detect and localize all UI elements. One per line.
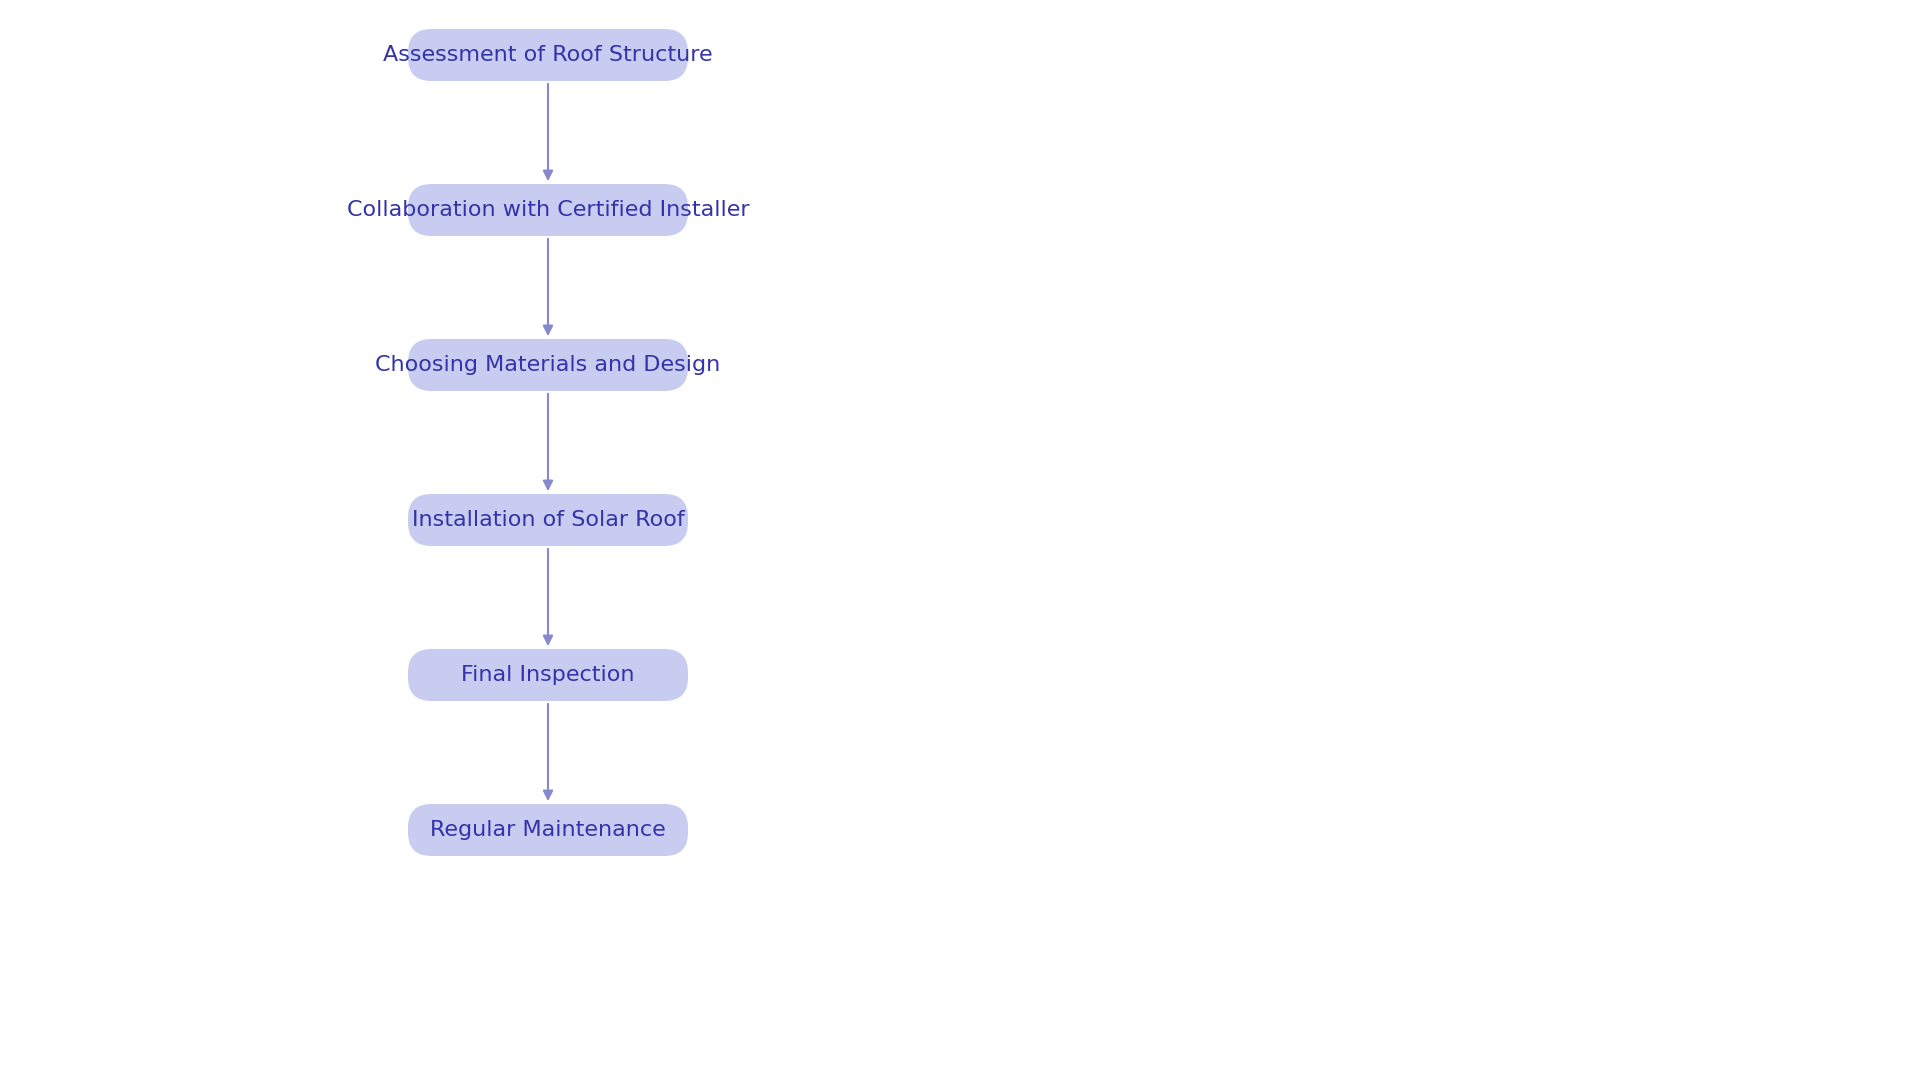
FancyBboxPatch shape	[407, 494, 687, 546]
Text: Collaboration with Certified Installer: Collaboration with Certified Installer	[348, 200, 749, 220]
FancyBboxPatch shape	[407, 339, 687, 391]
FancyBboxPatch shape	[407, 184, 687, 236]
Text: Installation of Solar Roof: Installation of Solar Roof	[411, 510, 684, 530]
Text: Choosing Materials and Design: Choosing Materials and Design	[376, 355, 720, 375]
FancyBboxPatch shape	[407, 804, 687, 856]
Text: Final Inspection: Final Inspection	[461, 665, 636, 686]
Text: Assessment of Roof Structure: Assessment of Roof Structure	[384, 45, 712, 65]
Text: Regular Maintenance: Regular Maintenance	[430, 820, 666, 840]
FancyBboxPatch shape	[407, 29, 687, 81]
FancyBboxPatch shape	[407, 649, 687, 701]
